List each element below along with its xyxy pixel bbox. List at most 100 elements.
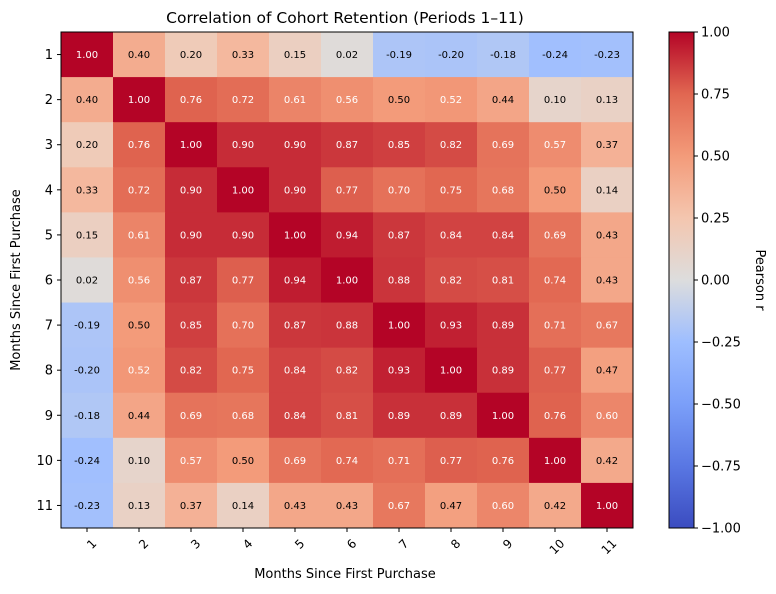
cell-value-label: -0.23 <box>594 50 620 61</box>
cell-value-label: 0.44 <box>128 411 150 422</box>
heatmap-cells <box>61 32 634 529</box>
cell-value-label: 1.00 <box>128 95 150 106</box>
cell-value-label: 0.90 <box>284 140 306 151</box>
heatmap-cell <box>529 257 582 304</box>
cell-value-label: 0.77 <box>544 366 566 377</box>
cell-value-label: 0.02 <box>76 276 98 287</box>
cell-value-label: 0.42 <box>544 501 566 512</box>
cell-value-label: 0.87 <box>388 230 410 241</box>
heatmap-cell <box>269 32 322 78</box>
cell-value-label: 0.87 <box>180 276 202 287</box>
cell-value-label: 0.60 <box>596 411 618 422</box>
cell-value-label: 1.00 <box>284 230 306 241</box>
heatmap-cell <box>321 167 374 213</box>
colorbar-tick-label: 0.75 <box>701 88 730 103</box>
heatmap-cell <box>61 302 114 349</box>
heatmap-cell <box>321 212 374 258</box>
heatmap-cell <box>477 32 530 78</box>
heatmap-cell <box>529 212 582 258</box>
heatmap-cell <box>425 167 478 213</box>
cell-value-label: 0.87 <box>336 140 358 151</box>
cell-value-label: 0.50 <box>388 95 410 106</box>
heatmap-cell <box>217 437 270 484</box>
heatmap-cell <box>113 392 166 439</box>
heatmap-cell <box>217 392 270 439</box>
heatmap-cell <box>321 32 374 78</box>
cell-value-label: 0.14 <box>596 185 618 196</box>
heatmap-cell <box>61 257 114 304</box>
heatmap-cell <box>581 302 634 349</box>
cell-value-label: -0.24 <box>542 50 568 61</box>
heatmap-cell <box>425 32 478 78</box>
heatmap-cell <box>581 257 634 304</box>
cell-value-label: 0.82 <box>440 276 462 287</box>
x-axis-label: Months Since First Purchase <box>254 567 436 582</box>
heatmap-cell <box>425 122 478 168</box>
heatmap-cell <box>477 122 530 168</box>
cell-value-label: 0.15 <box>76 230 98 241</box>
colorbar-tick-label: 1.00 <box>701 26 730 41</box>
cell-value-label: 0.13 <box>128 501 150 512</box>
cell-value-label: 0.84 <box>492 230 514 241</box>
heatmap-cell <box>529 347 582 394</box>
cell-value-label: 0.75 <box>232 366 254 377</box>
x-tick-label: 10 <box>547 536 568 557</box>
heatmap-cell <box>217 32 270 78</box>
heatmap-cell <box>373 167 426 213</box>
heatmap-cell <box>581 77 634 123</box>
cell-value-label: 0.40 <box>76 95 98 106</box>
colorbar-tick-label: −0.50 <box>701 398 741 413</box>
y-tick-label: 8 <box>45 364 53 379</box>
heatmap-cell <box>113 482 166 529</box>
cell-value-label: 0.43 <box>284 501 306 512</box>
cell-value-label: 0.93 <box>388 366 410 377</box>
heatmap-cell <box>61 167 114 213</box>
cell-value-label: 0.71 <box>544 321 566 332</box>
cell-value-label: 0.84 <box>284 411 306 422</box>
heatmap-cell <box>425 77 478 123</box>
cell-value-label: 0.87 <box>284 321 306 332</box>
heatmap-cell <box>217 347 270 394</box>
cell-value-label: 0.93 <box>440 321 462 332</box>
colorbar-ticks: 1.00 0.75 0.50 0.25 0.00 −0.25 −0.50 −0.75 −1.00 <box>694 26 741 537</box>
cell-value-label: 0.20 <box>76 140 98 151</box>
heatmap-cell <box>217 122 270 168</box>
heatmap-cell <box>321 77 374 123</box>
cell-value-label: 0.69 <box>492 140 514 151</box>
heatmap-cell <box>165 302 218 349</box>
cell-value-label: 0.90 <box>232 140 254 151</box>
heatmap-cell <box>269 482 322 529</box>
x-tick-label: 8 <box>448 536 463 551</box>
cell-value-label: -0.18 <box>490 50 516 61</box>
cell-value-label: 0.43 <box>336 501 358 512</box>
heatmap-cell <box>61 437 114 484</box>
heatmap-cell <box>373 32 426 78</box>
heatmap-cell <box>269 347 322 394</box>
cell-value-label: 0.15 <box>284 50 306 61</box>
heatmap-cell <box>373 482 426 529</box>
cell-value-label: 0.77 <box>232 276 254 287</box>
chart-title: Correlation of Cohort Retention (Periods… <box>166 9 524 27</box>
heatmap-cell <box>165 212 218 258</box>
heatmap-cell <box>425 437 478 484</box>
heatmap-cell <box>477 212 530 258</box>
cell-value-label: 0.14 <box>232 501 254 512</box>
cell-value-label: 0.90 <box>180 230 202 241</box>
heatmap-cell <box>269 167 322 213</box>
cell-value-label: 0.77 <box>440 456 462 467</box>
cell-value-label: 0.76 <box>180 95 202 106</box>
heatmap-cell <box>269 392 322 439</box>
cell-value-label: 0.50 <box>544 185 566 196</box>
cell-value-label: 0.52 <box>440 95 462 106</box>
heatmap-cell <box>321 347 374 394</box>
cell-value-label: 1.00 <box>76 50 98 61</box>
y-tick-label: 2 <box>45 93 53 108</box>
cell-value-label: 0.88 <box>336 321 358 332</box>
heatmap-cell <box>477 437 530 484</box>
cell-value-label: 0.13 <box>596 95 618 106</box>
heatmap-cell <box>581 212 634 258</box>
x-tick-label: 11 <box>599 536 620 557</box>
cell-value-label: 0.02 <box>336 50 358 61</box>
cell-value-label: 0.50 <box>232 456 254 467</box>
